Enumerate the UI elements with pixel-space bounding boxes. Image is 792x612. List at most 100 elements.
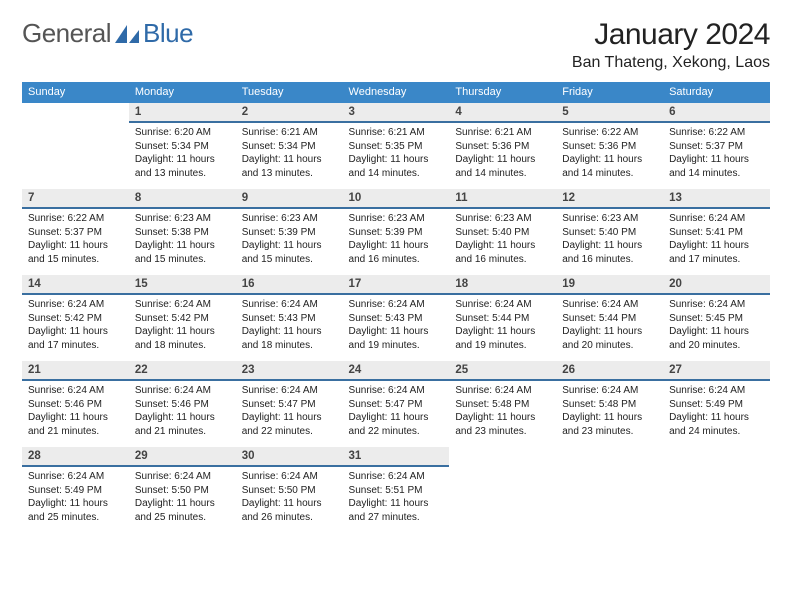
calendar-table: SundayMondayTuesdayWednesdayThursdayFrid… xyxy=(22,82,770,533)
day-details: Sunrise: 6:23 AMSunset: 5:39 PMDaylight:… xyxy=(236,209,343,270)
calendar-cell: 22Sunrise: 6:24 AMSunset: 5:46 PMDayligh… xyxy=(129,361,236,447)
day-number: 19 xyxy=(556,275,663,295)
day-details: Sunrise: 6:23 AMSunset: 5:38 PMDaylight:… xyxy=(129,209,236,270)
calendar-cell: 13Sunrise: 6:24 AMSunset: 5:41 PMDayligh… xyxy=(663,189,770,275)
day-details: Sunrise: 6:24 AMSunset: 5:50 PMDaylight:… xyxy=(236,467,343,528)
calendar-cell xyxy=(22,103,129,189)
calendar-cell: 3Sunrise: 6:21 AMSunset: 5:35 PMDaylight… xyxy=(343,103,450,189)
title-block: January 2024 Ban Thateng, Xekong, Laos xyxy=(572,18,770,72)
day-number: 3 xyxy=(343,103,450,123)
day-number: 22 xyxy=(129,361,236,381)
weekday-header: Saturday xyxy=(663,82,770,103)
brand-sail-icon xyxy=(113,23,141,45)
day-details: Sunrise: 6:23 AMSunset: 5:39 PMDaylight:… xyxy=(343,209,450,270)
day-number: 11 xyxy=(449,189,556,209)
calendar-header-row: SundayMondayTuesdayWednesdayThursdayFrid… xyxy=(22,82,770,103)
calendar-cell: 16Sunrise: 6:24 AMSunset: 5:43 PMDayligh… xyxy=(236,275,343,361)
day-number: 12 xyxy=(556,189,663,209)
day-details: Sunrise: 6:23 AMSunset: 5:40 PMDaylight:… xyxy=(449,209,556,270)
calendar-cell: 7Sunrise: 6:22 AMSunset: 5:37 PMDaylight… xyxy=(22,189,129,275)
calendar-cell: 30Sunrise: 6:24 AMSunset: 5:50 PMDayligh… xyxy=(236,447,343,533)
day-number: 28 xyxy=(22,447,129,467)
day-details: Sunrise: 6:24 AMSunset: 5:49 PMDaylight:… xyxy=(22,467,129,528)
calendar-cell: 1Sunrise: 6:20 AMSunset: 5:34 PMDaylight… xyxy=(129,103,236,189)
calendar-cell: 6Sunrise: 6:22 AMSunset: 5:37 PMDaylight… xyxy=(663,103,770,189)
day-details: Sunrise: 6:22 AMSunset: 5:37 PMDaylight:… xyxy=(22,209,129,270)
brand-logo: General Blue xyxy=(22,18,193,49)
calendar-cell: 28Sunrise: 6:24 AMSunset: 5:49 PMDayligh… xyxy=(22,447,129,533)
calendar-cell: 4Sunrise: 6:21 AMSunset: 5:36 PMDaylight… xyxy=(449,103,556,189)
calendar-cell: 2Sunrise: 6:21 AMSunset: 5:34 PMDaylight… xyxy=(236,103,343,189)
weekday-header: Sunday xyxy=(22,82,129,103)
day-number: 7 xyxy=(22,189,129,209)
calendar-cell xyxy=(556,447,663,533)
day-number: 13 xyxy=(663,189,770,209)
day-number: 9 xyxy=(236,189,343,209)
calendar-cell: 20Sunrise: 6:24 AMSunset: 5:45 PMDayligh… xyxy=(663,275,770,361)
header: General Blue January 2024 Ban Thateng, X… xyxy=(22,18,770,72)
day-number: 8 xyxy=(129,189,236,209)
day-details: Sunrise: 6:24 AMSunset: 5:44 PMDaylight:… xyxy=(449,295,556,356)
calendar-cell: 24Sunrise: 6:24 AMSunset: 5:47 PMDayligh… xyxy=(343,361,450,447)
day-details: Sunrise: 6:20 AMSunset: 5:34 PMDaylight:… xyxy=(129,123,236,184)
day-number: 27 xyxy=(663,361,770,381)
calendar-cell: 9Sunrise: 6:23 AMSunset: 5:39 PMDaylight… xyxy=(236,189,343,275)
day-details: Sunrise: 6:23 AMSunset: 5:40 PMDaylight:… xyxy=(556,209,663,270)
brand-word-1: General xyxy=(22,18,111,49)
calendar-cell: 8Sunrise: 6:23 AMSunset: 5:38 PMDaylight… xyxy=(129,189,236,275)
day-number: 21 xyxy=(22,361,129,381)
day-details: Sunrise: 6:24 AMSunset: 5:47 PMDaylight:… xyxy=(236,381,343,442)
day-details: Sunrise: 6:24 AMSunset: 5:45 PMDaylight:… xyxy=(663,295,770,356)
day-details: Sunrise: 6:24 AMSunset: 5:49 PMDaylight:… xyxy=(663,381,770,442)
weekday-header: Monday xyxy=(129,82,236,103)
day-number: 6 xyxy=(663,103,770,123)
day-number: 16 xyxy=(236,275,343,295)
calendar-cell: 31Sunrise: 6:24 AMSunset: 5:51 PMDayligh… xyxy=(343,447,450,533)
day-details: Sunrise: 6:22 AMSunset: 5:36 PMDaylight:… xyxy=(556,123,663,184)
day-details: Sunrise: 6:24 AMSunset: 5:44 PMDaylight:… xyxy=(556,295,663,356)
calendar-body: 1Sunrise: 6:20 AMSunset: 5:34 PMDaylight… xyxy=(22,103,770,533)
day-number: 5 xyxy=(556,103,663,123)
weekday-header: Tuesday xyxy=(236,82,343,103)
day-number: 18 xyxy=(449,275,556,295)
brand-word-2: Blue xyxy=(143,18,193,49)
day-number: 29 xyxy=(129,447,236,467)
day-number: 17 xyxy=(343,275,450,295)
day-number: 24 xyxy=(343,361,450,381)
day-number: 31 xyxy=(343,447,450,467)
calendar-cell xyxy=(449,447,556,533)
weekday-header: Wednesday xyxy=(343,82,450,103)
calendar-cell: 18Sunrise: 6:24 AMSunset: 5:44 PMDayligh… xyxy=(449,275,556,361)
day-details: Sunrise: 6:24 AMSunset: 5:50 PMDaylight:… xyxy=(129,467,236,528)
day-number: 15 xyxy=(129,275,236,295)
calendar-cell: 19Sunrise: 6:24 AMSunset: 5:44 PMDayligh… xyxy=(556,275,663,361)
day-number: 30 xyxy=(236,447,343,467)
day-details: Sunrise: 6:22 AMSunset: 5:37 PMDaylight:… xyxy=(663,123,770,184)
day-details: Sunrise: 6:24 AMSunset: 5:43 PMDaylight:… xyxy=(236,295,343,356)
calendar-cell: 12Sunrise: 6:23 AMSunset: 5:40 PMDayligh… xyxy=(556,189,663,275)
day-details: Sunrise: 6:24 AMSunset: 5:48 PMDaylight:… xyxy=(449,381,556,442)
day-number: 20 xyxy=(663,275,770,295)
location-text: Ban Thateng, Xekong, Laos xyxy=(572,54,770,72)
day-details: Sunrise: 6:24 AMSunset: 5:43 PMDaylight:… xyxy=(343,295,450,356)
calendar-cell: 27Sunrise: 6:24 AMSunset: 5:49 PMDayligh… xyxy=(663,361,770,447)
day-details: Sunrise: 6:24 AMSunset: 5:51 PMDaylight:… xyxy=(343,467,450,528)
day-number: 14 xyxy=(22,275,129,295)
calendar-cell: 5Sunrise: 6:22 AMSunset: 5:36 PMDaylight… xyxy=(556,103,663,189)
day-number: 26 xyxy=(556,361,663,381)
day-details: Sunrise: 6:24 AMSunset: 5:46 PMDaylight:… xyxy=(129,381,236,442)
day-details: Sunrise: 6:21 AMSunset: 5:36 PMDaylight:… xyxy=(449,123,556,184)
day-number: 23 xyxy=(236,361,343,381)
month-title: January 2024 xyxy=(572,18,770,52)
day-details: Sunrise: 6:24 AMSunset: 5:41 PMDaylight:… xyxy=(663,209,770,270)
day-details: Sunrise: 6:24 AMSunset: 5:48 PMDaylight:… xyxy=(556,381,663,442)
calendar-cell: 10Sunrise: 6:23 AMSunset: 5:39 PMDayligh… xyxy=(343,189,450,275)
calendar-cell: 17Sunrise: 6:24 AMSunset: 5:43 PMDayligh… xyxy=(343,275,450,361)
weekday-header: Thursday xyxy=(449,82,556,103)
day-number: 10 xyxy=(343,189,450,209)
day-details: Sunrise: 6:24 AMSunset: 5:42 PMDaylight:… xyxy=(22,295,129,356)
calendar-cell: 21Sunrise: 6:24 AMSunset: 5:46 PMDayligh… xyxy=(22,361,129,447)
day-details: Sunrise: 6:21 AMSunset: 5:34 PMDaylight:… xyxy=(236,123,343,184)
day-details: Sunrise: 6:21 AMSunset: 5:35 PMDaylight:… xyxy=(343,123,450,184)
day-details: Sunrise: 6:24 AMSunset: 5:47 PMDaylight:… xyxy=(343,381,450,442)
